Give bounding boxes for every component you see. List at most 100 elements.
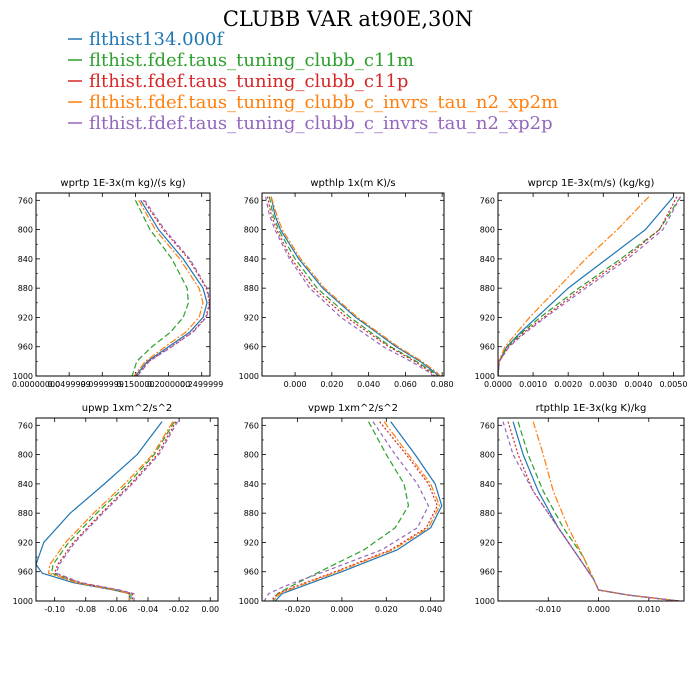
x-tick-label: 0.0499999	[48, 380, 91, 389]
y-tick-label: 800	[18, 451, 33, 460]
legend-label: flthist.fdef.taus_tuning_clubb_c_invrs_t…	[89, 113, 553, 134]
y-tick-label: 880	[244, 509, 259, 518]
y-tick-label: 760	[480, 421, 495, 430]
y-tick-label: 880	[18, 509, 33, 518]
y-tick-label: 920	[18, 313, 33, 322]
y-tick-label: 840	[244, 255, 259, 264]
series-group	[498, 196, 682, 376]
series-line	[263, 421, 430, 601]
x-tick-label: 0.060	[394, 380, 417, 389]
legend: flthist134.000fflthist.fdef.taus_tuning_…	[68, 29, 558, 134]
y-tick-label: 800	[480, 226, 495, 235]
y-tick-label: 760	[480, 196, 495, 205]
x-tick-label: 0.000	[587, 605, 610, 614]
y-tick-label: 800	[480, 451, 495, 460]
series-line	[498, 196, 678, 376]
series-line	[270, 196, 439, 376]
chart-panel: wprcp 1E-3x(m/s) (kg/kg) 760 800 840 880 920 9…	[475, 178, 688, 389]
x-tick-label: 0.2499999	[180, 380, 223, 389]
x-tick-label: 0.0030	[589, 380, 617, 389]
series-line	[498, 196, 650, 376]
series-line	[498, 196, 674, 376]
chart-panels: wprtp 1E-3x(m kg)/(s kg) 760 800 840 880 920 9…	[12, 178, 688, 614]
y-tick-label: 1000	[13, 597, 33, 606]
y-tick-label: 920	[480, 313, 495, 322]
legend-label: flthist.fdef.taus_tuning_clubb_c11p	[89, 71, 408, 92]
panel-title: wprcp 1E-3x(m/s) (kg/kg)	[528, 178, 655, 189]
x-tick-label: 0.0999999	[81, 380, 124, 389]
y-tick-label: 1000	[239, 372, 259, 381]
x-tick-label: 0.000	[330, 605, 353, 614]
y-tick-label: 880	[480, 509, 495, 518]
series-line	[47, 421, 174, 601]
x-tick-label: 0.00000000	[12, 380, 60, 389]
legend-item: flthist.fdef.taus_tuning_clubb_c_invrs_t…	[68, 92, 558, 113]
x-tick-label: 0.0000	[484, 380, 512, 389]
series-group	[502, 421, 680, 601]
x-tick-label: 0.020	[375, 605, 398, 614]
y-tick-label: 840	[18, 255, 33, 264]
series-line	[498, 196, 682, 376]
plot-frame	[261, 417, 445, 602]
y-tick-label: 960	[244, 343, 259, 352]
series-line	[50, 421, 175, 601]
series-line	[270, 421, 438, 601]
x-tick-label: 0.0040	[624, 380, 652, 389]
chart-panel: wprtp 1E-3x(m kg)/(s kg) 760 800 840 880 920 9…	[12, 178, 224, 389]
series-group	[263, 421, 443, 601]
series-line	[55, 421, 179, 601]
series-group	[265, 196, 441, 376]
series-line	[512, 421, 680, 601]
series-line	[54, 421, 177, 601]
y-tick-label: 840	[18, 480, 33, 489]
y-tick-label: 1000	[475, 597, 495, 606]
y-tick-label: 760	[18, 421, 33, 430]
plot-frame	[497, 192, 685, 377]
x-tick-label: -0.06	[107, 605, 128, 614]
legend-label: flthist.fdef.taus_tuning_clubb_c11m	[89, 50, 414, 71]
series-line	[517, 421, 680, 601]
y-tick-label: 920	[244, 313, 259, 322]
series-line	[266, 196, 436, 376]
legend-item: flthist.fdef.taus_tuning_clubb_c_invrs_t…	[68, 113, 553, 134]
series-line	[131, 200, 190, 376]
panel-title: vpwp 1xm^2/s^2	[308, 403, 398, 414]
plot-frame	[35, 417, 219, 602]
x-tick-label: -0.010	[535, 605, 561, 614]
panel-title: wpthlp 1x(m K)/s	[310, 178, 395, 189]
y-tick-label: 880	[480, 284, 495, 293]
y-tick-label: 960	[244, 568, 259, 577]
y-tick-label: 840	[244, 480, 259, 489]
y-tick-label: 800	[18, 226, 33, 235]
legend-label: flthist134.000f	[89, 29, 224, 50]
x-tick-label: 0.080	[431, 380, 454, 389]
series-line	[36, 421, 163, 601]
y-tick-label: 760	[244, 421, 259, 430]
x-tick-label: 0.040	[357, 380, 380, 389]
series-line	[134, 200, 208, 376]
x-tick-label: 0.00	[201, 605, 219, 614]
x-tick-label: 0.2000000	[147, 380, 190, 389]
x-tick-label: 0.040	[419, 605, 442, 614]
y-tick-label: 920	[18, 538, 33, 547]
series-group	[131, 199, 210, 376]
plot-frame	[497, 417, 685, 602]
y-tick-label: 800	[244, 451, 259, 460]
y-tick-label: 960	[480, 343, 495, 352]
y-tick-label: 1000	[239, 597, 259, 606]
y-tick-label: 1000	[13, 372, 33, 381]
x-tick-label: 0.0020	[554, 380, 582, 389]
series-line	[268, 196, 438, 376]
y-tick-label: 840	[480, 255, 495, 264]
x-tick-label: 0.020	[320, 380, 343, 389]
legend-item: flthist.fdef.taus_tuning_clubb_c11m	[68, 50, 414, 71]
series-line	[136, 199, 210, 376]
chart-panel: rtpthlp 1E-3x(kg K)/kg 760 800 840 880 920 960…	[475, 403, 685, 614]
figure-title: CLUBB VAR at90E,30N	[223, 7, 473, 31]
x-tick-label: -0.10	[44, 605, 65, 614]
series-line	[502, 421, 680, 601]
legend-label: flthist.fdef.taus_tuning_clubb_c_invrs_t…	[89, 92, 558, 113]
y-tick-label: 800	[244, 226, 259, 235]
legend-item: flthist134.000f	[68, 29, 224, 50]
